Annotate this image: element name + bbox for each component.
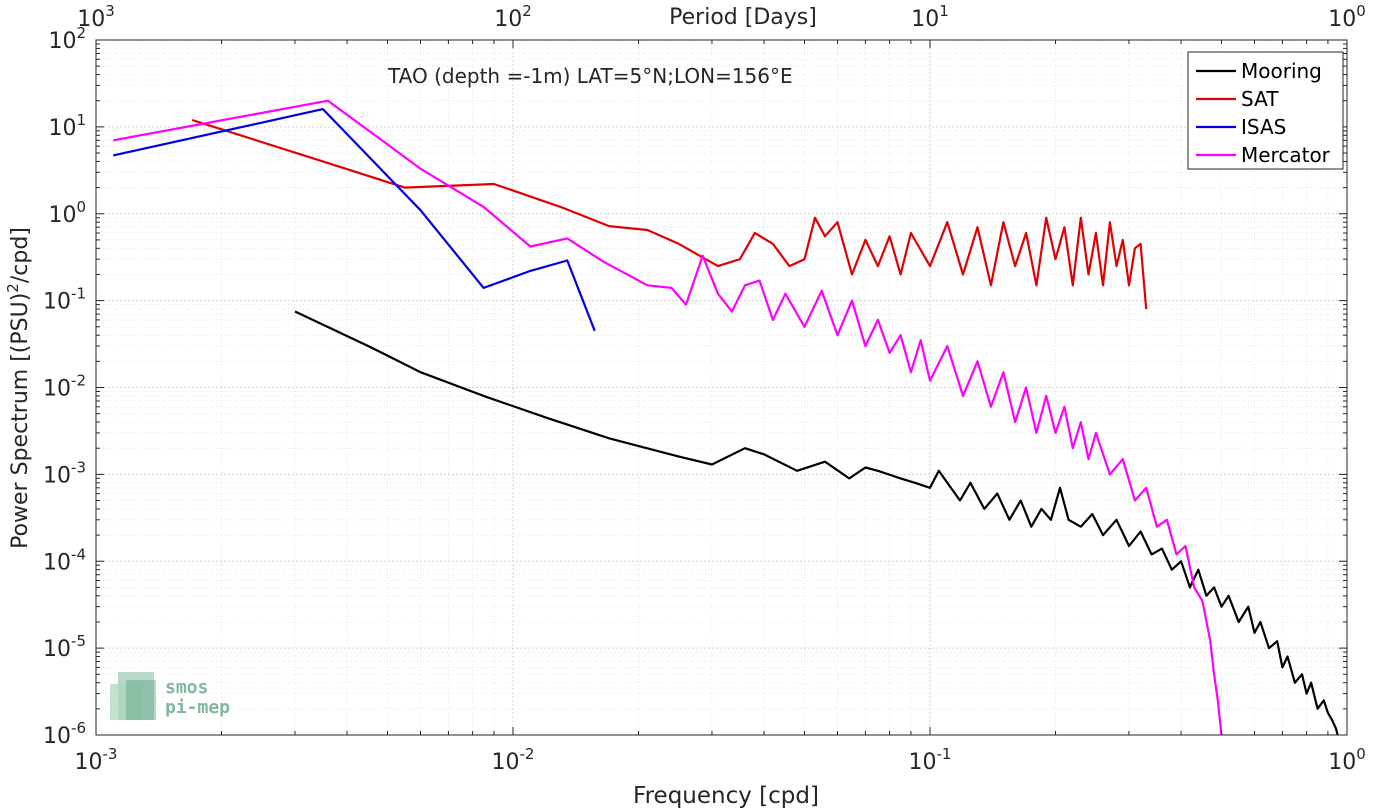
logo-mark-3 (126, 680, 156, 720)
tick-layer (95, 40, 1347, 736)
series-line-mercator (113, 99, 1223, 736)
legend-label-isas: ISAS (1241, 115, 1286, 139)
series-layer (113, 99, 1339, 736)
top-tick-label: 103 (77, 2, 115, 32)
y-tick-label-exp: -5 (71, 632, 86, 650)
top-tick-label-base: 10 (494, 7, 522, 32)
y-tick-label-exp: -1 (71, 285, 86, 303)
top-tick-label-exp: 2 (522, 2, 532, 20)
x-tick-label-exp: -2 (520, 745, 535, 763)
top-tick-label-exp: 3 (105, 2, 115, 20)
legend-items: Mooring SAT ISAS Mercator (1196, 59, 1331, 167)
y-tick-label: 10-4 (43, 545, 86, 575)
y-tick-label: 10-6 (43, 719, 86, 749)
y-tick-label: 10-3 (43, 458, 86, 488)
y-tick-label-base: 10 (43, 637, 71, 662)
logo-line2: pi-mep (165, 697, 230, 718)
series-line-isas (113, 107, 596, 332)
y-tick-label-exp: -2 (71, 372, 86, 390)
y-tick-label-exp: -6 (71, 719, 86, 737)
x-tick-label-base: 10 (1328, 750, 1356, 775)
y-tick-label-base: 10 (48, 203, 76, 228)
top-tick-label: 102 (494, 2, 532, 32)
y-tick-label-exp: 0 (76, 198, 86, 216)
top-tick-label: 101 (911, 2, 949, 32)
x-tick-label: 10-1 (909, 745, 952, 775)
y-axis-label-sup: 2 (4, 283, 22, 293)
top-tick-label-exp: 1 (939, 2, 949, 20)
y-tick-label-exp: 1 (76, 111, 86, 129)
y-tick-label-exp: -4 (71, 545, 86, 563)
top-tick-label-base: 10 (1328, 7, 1356, 32)
y-tick-label-base: 10 (43, 377, 71, 402)
y-tick-label-base: 10 (43, 550, 71, 575)
y-axis-label: Power Spectrum [(PSU)2/cpd] (4, 227, 33, 549)
x-tick-label: 10-2 (492, 745, 535, 775)
top-axis-label: Period [Days] (669, 5, 817, 30)
y-tick-label-base: 10 (43, 463, 71, 488)
y-tick-label: 10-2 (43, 372, 86, 402)
x-tick-label-base: 10 (75, 750, 103, 775)
y-tick-label: 101 (48, 111, 86, 141)
y-tick-label-base: 10 (43, 724, 71, 749)
series-line-mooring (294, 310, 1339, 736)
logo-mark-2 (110, 684, 142, 720)
legend-label-mooring: Mooring (1241, 59, 1322, 83)
y-tick-label: 100 (48, 198, 86, 228)
x-tick-label-exp: -1 (937, 745, 952, 763)
top-tick-label-base: 10 (77, 7, 105, 32)
x-tick-label-exp: 0 (1356, 745, 1366, 763)
y-tick-label: 102 (48, 24, 86, 54)
y-tick-label-base: 10 (48, 116, 76, 141)
y-tick-label: 10-5 (43, 632, 86, 662)
y-tick-label-exp: 2 (76, 24, 86, 42)
y-tick-label-base: 10 (43, 290, 71, 315)
smos-pi-mep-logo: smos pi-mep (110, 672, 230, 720)
top-tick-label-exp: 0 (1356, 2, 1366, 20)
y-tick-label-base: 10 (48, 29, 76, 54)
legend: Mooring SAT ISAS Mercator (1187, 51, 1344, 170)
top-tick-label: 100 (1328, 2, 1366, 32)
y-tick-label-exp: -3 (71, 458, 86, 476)
x-tick-label: 100 (1328, 745, 1366, 775)
chart-title: TAO (depth =-1m) LAT=5°N;LON=156°E (387, 64, 793, 88)
legend-label-sat: SAT (1241, 87, 1279, 111)
logo-line1: smos (165, 677, 208, 698)
x-tick-label-base: 10 (909, 750, 937, 775)
legend-label-mercator: Mercator (1241, 143, 1331, 167)
x-tick-label-base: 10 (492, 750, 520, 775)
x-axis-label: Frequency [cpd] (633, 783, 819, 809)
y-axis-label-main: Power Spectrum [(PSU) (8, 293, 33, 549)
x-tick-label: 10-3 (75, 745, 118, 775)
x-tick-label-exp: -3 (103, 745, 118, 763)
y-axis-label-tail: /cpd] (8, 227, 33, 283)
y-tick-label: 10-1 (43, 285, 86, 315)
top-tick-label-base: 10 (911, 7, 939, 32)
